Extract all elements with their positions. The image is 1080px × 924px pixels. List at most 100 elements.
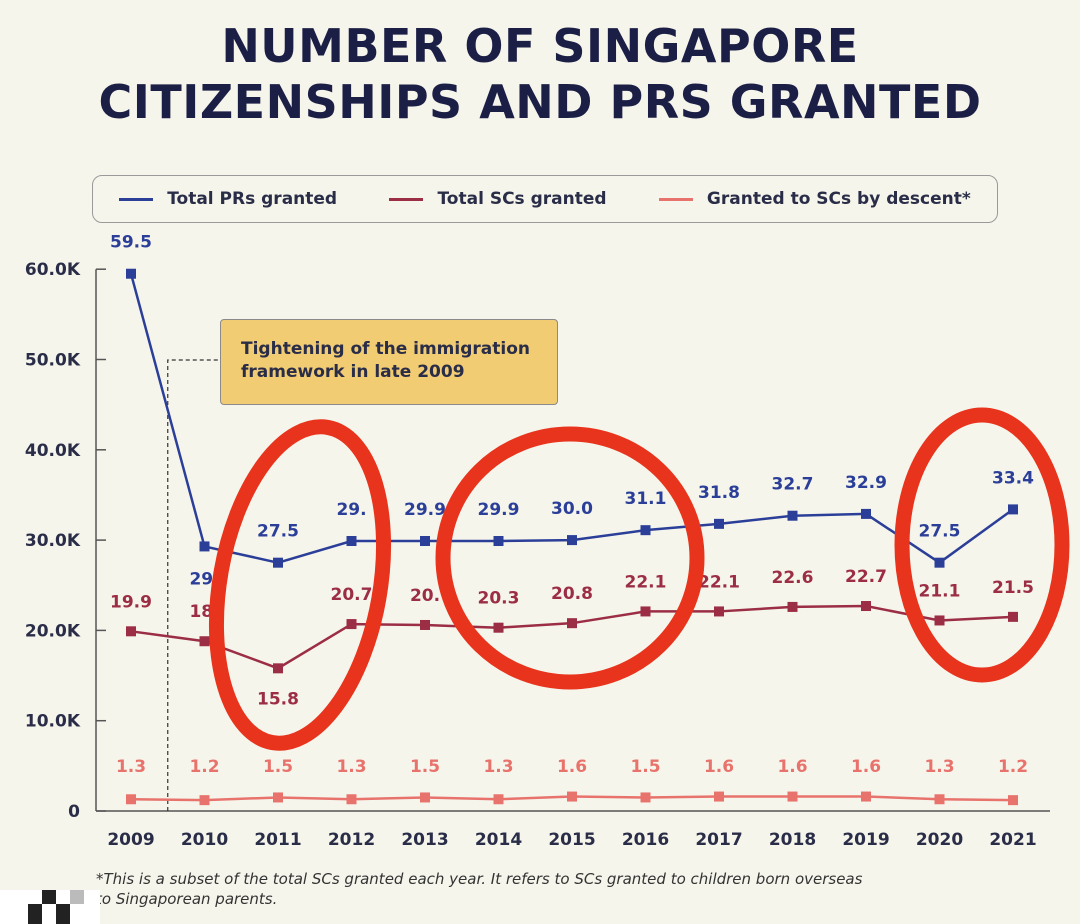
data-label-prs: 29.9	[478, 500, 520, 520]
y-tick-label: 30.0K	[25, 531, 81, 551]
data-point-descent	[1008, 795, 1018, 806]
highlight-circle	[894, 407, 1070, 683]
data-label-prs: 29.9	[404, 500, 446, 520]
data-label-scs: 22.1	[698, 572, 740, 592]
data-point-descent	[420, 792, 430, 803]
data-point-prs	[861, 508, 871, 519]
corner-logo-icon	[0, 890, 100, 924]
data-point-descent	[567, 791, 577, 802]
highlight-circle	[435, 426, 705, 690]
x-tick-label: 2016	[622, 830, 669, 850]
data-point-prs	[934, 557, 945, 568]
data-point-prs	[567, 535, 577, 546]
data-label-descent: 1.6	[704, 757, 734, 777]
annotation-line-1: Tightening of the immigration	[241, 339, 530, 359]
data-label-descent: 1.3	[483, 757, 513, 777]
x-tick-label: 2010	[181, 830, 228, 850]
series-line-scs	[130, 604, 1014, 670]
x-tick-label: 2020	[916, 830, 963, 850]
y-tick-label: 50.0K	[25, 351, 81, 371]
data-label-scs: 22.1	[625, 572, 667, 592]
data-point-descent	[273, 792, 283, 803]
data-point-scs	[199, 636, 210, 647]
legend-swatch-descent	[658, 197, 693, 201]
data-label-prs: 33.4	[992, 468, 1034, 488]
data-label-scs: 21.1	[919, 581, 961, 601]
data-label-scs: 20.	[410, 586, 440, 606]
highlight-circle	[208, 419, 392, 751]
x-tick-label: 2014	[475, 830, 522, 850]
annotation-connector	[167, 359, 218, 811]
x-tick-label: 2015	[548, 830, 595, 850]
legend-item-scs: Total SCs granted	[389, 189, 607, 209]
x-tick-label: 2021	[989, 830, 1036, 850]
annotation-box: Tightening of the immigration framework …	[220, 319, 558, 405]
data-label-descent: 1.2	[998, 757, 1028, 777]
data-label-prs: 29.	[336, 500, 366, 520]
data-point-scs	[346, 619, 357, 630]
y-tick-label: 20.0K	[25, 621, 81, 641]
chart-legend: Total PRs granted Total SCs granted Gran…	[92, 175, 998, 223]
legend-item-prs: Total PRs granted	[119, 189, 337, 209]
legend-label-prs: Total PRs granted	[167, 189, 338, 209]
data-label-prs: 30.0	[551, 499, 593, 519]
data-label-descent: 1.2	[189, 757, 219, 777]
data-label-descent: 1.6	[557, 757, 587, 777]
data-label-descent: 1.3	[336, 757, 366, 777]
y-tick-label: 40.0K	[25, 441, 81, 461]
series-line-prs	[129, 273, 1014, 565]
legend-label-descent: Granted to SCs by descent*	[706, 189, 971, 209]
data-label-prs: 27.5	[919, 522, 961, 542]
data-point-descent	[199, 795, 210, 806]
data-point-scs	[640, 606, 651, 617]
data-label-scs: 20.7	[331, 585, 373, 605]
data-label-prs: 59.5	[110, 233, 152, 253]
data-point-prs	[199, 541, 210, 552]
data-point-descent	[861, 791, 871, 802]
data-point-prs	[273, 557, 283, 568]
data-point-scs	[420, 619, 430, 630]
y-tick-label: 60.0K	[25, 260, 81, 280]
data-point-prs	[420, 536, 430, 547]
data-label-scs: 15.8	[257, 689, 299, 709]
data-point-scs	[493, 622, 504, 633]
x-tick-label: 2017	[695, 830, 742, 850]
data-point-scs	[861, 601, 871, 612]
data-point-prs	[493, 536, 504, 547]
data-point-descent	[346, 794, 357, 805]
data-point-prs	[126, 268, 136, 279]
x-tick-label: 2012	[328, 830, 375, 850]
data-label-scs: 19.9	[110, 592, 152, 612]
data-point-scs	[934, 615, 945, 626]
data-point-descent	[493, 794, 504, 805]
chart-title: NUMBER OF SINGAPORE CITIZENSHIPS AND PRS…	[0, 18, 1080, 130]
footnote: *This is a subset of the total SCs grant…	[96, 869, 996, 909]
x-tick-label: 2019	[842, 830, 889, 850]
footnote-line-2: to Singaporean parents.	[96, 890, 278, 908]
data-point-prs	[1008, 504, 1018, 515]
data-label-descent: 1.5	[410, 757, 440, 777]
data-label-prs: 32.9	[845, 473, 887, 493]
data-label-descent: 1.3	[924, 757, 954, 777]
data-point-scs	[126, 626, 136, 637]
data-point-descent	[126, 794, 136, 805]
data-label-scs: 22.7	[845, 567, 887, 587]
data-point-prs	[714, 518, 724, 529]
data-point-prs	[346, 536, 357, 547]
x-tick-label: 2018	[769, 830, 816, 850]
data-label-scs: 22.6	[772, 568, 814, 588]
annotation-line-2: framework in late 2009	[241, 362, 465, 382]
footnote-line-1: *This is a subset of the total SCs grant…	[96, 870, 863, 888]
x-tick-label: 2011	[254, 830, 301, 850]
data-label-descent: 1.3	[116, 757, 146, 777]
data-point-scs	[273, 663, 283, 674]
data-label-prs: 32.7	[772, 475, 814, 495]
data-label-prs: 27.5	[257, 522, 299, 542]
data-label-prs: 31.1	[625, 489, 667, 509]
data-label-descent: 1.5	[630, 757, 660, 777]
legend-swatch-scs	[389, 197, 424, 201]
x-tick-label: 2009	[107, 830, 154, 850]
data-point-descent	[934, 794, 945, 805]
y-tick-label: 10.0K	[25, 712, 81, 732]
